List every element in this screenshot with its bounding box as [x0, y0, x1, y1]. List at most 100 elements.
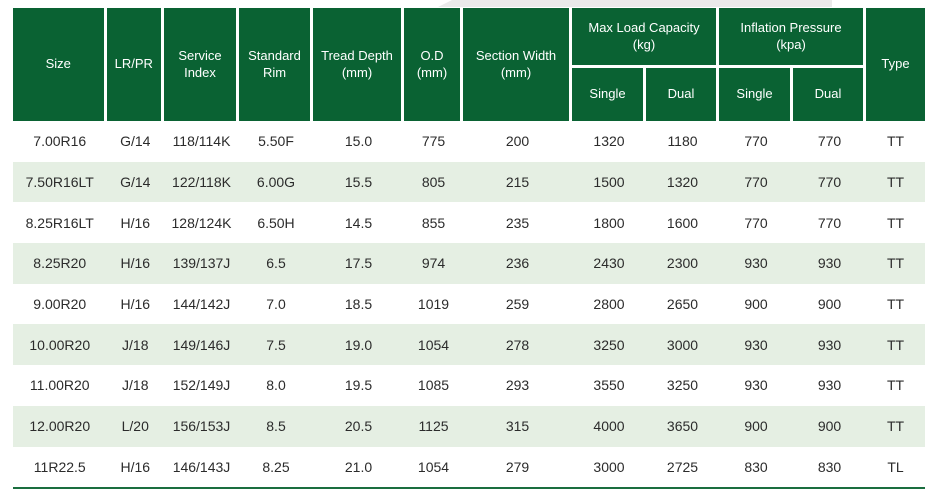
col-header-max-load-dual: Dual — [646, 68, 719, 121]
table-cell: 7.50R16LT — [25, 174, 94, 191]
table-row: 7.00R16 G/14 118/114K 5.50F 15.0 775 200 1320 11… — [13, 121, 925, 162]
table-row: 9.00R20 H/16 144/142J 7.0 18.5 1019 259 2800 265… — [13, 283, 925, 325]
col-header-lr-pr-label: LR/PR — [114, 56, 153, 72]
table-cell: TT — [886, 296, 905, 313]
table-cell: 930 — [744, 377, 768, 394]
table-cell: 770 — [744, 174, 768, 191]
table-cell: 11.00R20 — [29, 377, 90, 394]
table-cell: 1800 — [593, 214, 625, 231]
table-cell: 830 — [817, 458, 842, 475]
col-header-type: Type — [866, 8, 925, 121]
table-cell: H/16 — [120, 458, 151, 475]
table-cell: 900 — [817, 296, 842, 313]
col-header-tread-depth-unit: (mm) — [341, 64, 373, 80]
col-header-inflation-single-label: Single — [736, 86, 773, 102]
table-cell: 7.0 — [266, 296, 286, 313]
table-cell: 1180 — [667, 133, 698, 150]
table-cell: 3250 — [666, 377, 699, 394]
table-cell: 152/149J — [172, 377, 231, 394]
table-cell: 2725 — [666, 458, 699, 475]
col-header-size: Size — [13, 8, 107, 121]
col-header-od: O.D (mm) — [404, 8, 463, 121]
col-header-tread-depth: Tread Depth (mm) — [313, 8, 404, 121]
col-header-max-load-single: Single — [572, 68, 646, 121]
col-header-service-index-label: Service Index — [178, 47, 222, 80]
table-cell: 900 — [744, 418, 768, 435]
col-header-type-label: Type — [881, 56, 910, 72]
table-cell: 278 — [505, 336, 530, 353]
table-cell: TL — [887, 458, 904, 475]
table-cell: 770 — [744, 133, 768, 150]
table-cell: 6.5 — [266, 255, 286, 272]
table-cell: 279 — [505, 458, 530, 475]
table-cell: 2800 — [593, 296, 625, 313]
table-cell: 17.5 — [344, 255, 373, 272]
table-cell: 3000 — [666, 336, 699, 353]
table-cell: 8.25 — [262, 458, 290, 475]
table-cell: 2300 — [666, 255, 699, 272]
table-cell: G/14 — [120, 174, 151, 191]
table-cell: 9.00R20 — [33, 296, 87, 313]
table-cell: TT — [886, 377, 905, 394]
col-header-size-label: Size — [45, 56, 71, 72]
table-cell: 830 — [744, 458, 768, 475]
table-cell: 21.0 — [344, 458, 373, 475]
table-cell: 18.5 — [344, 296, 373, 313]
table-body: 7.00R16 G/14 118/114K 5.50F 15.0 775 200 1320 11… — [13, 121, 925, 488]
table-cell: 7.5 — [266, 336, 286, 353]
col-group-inflation-pressure: Inflation Pressure (kpa) — [719, 8, 866, 68]
table-cell: 12.00R20 — [29, 418, 91, 435]
table-cell: 1320 — [666, 174, 699, 191]
table-cell: 14.5 — [344, 214, 373, 231]
table-cell: 2430 — [593, 255, 625, 272]
table-cell: H/16 — [120, 214, 151, 231]
table-cell: 144/142J — [172, 296, 231, 313]
table-cell: 2650 — [666, 296, 699, 313]
table-cell: 3250 — [593, 336, 625, 353]
col-header-max-load-dual-label: Dual — [667, 86, 695, 102]
table-cell: 15.0 — [344, 133, 373, 150]
col-header-inflation-dual-label: Dual — [814, 86, 842, 102]
col-header-section-width-label: Section Width — [475, 47, 557, 63]
col-group-inflation-label: Inflation Pressure — [740, 19, 842, 35]
table-row: 11.00R20 J/18 152/149J 8.0 19.5 1085 293 3550 32… — [13, 365, 925, 406]
col-header-section-width: Section Width (mm) — [463, 8, 572, 121]
table-cell: H/16 — [120, 255, 151, 272]
table-cell: 139/137J — [172, 255, 231, 272]
table-row: 7.50R16LT G/14 122/118K 6.00G 15.5 805 215 1500… — [13, 161, 925, 203]
table-header: Size LR/PR Service Index Standard Rim Tr… — [13, 8, 925, 121]
col-header-od-unit: (mm) — [416, 64, 448, 80]
table-row: 10.00R20 J/18 149/146J 7.5 19.0 1054 278 3250 30… — [13, 324, 925, 366]
table-cell: TT — [886, 255, 905, 272]
col-header-inflation-single: Single — [719, 68, 793, 121]
table-cell: 1054 — [417, 458, 450, 475]
table-row: 8.25R20 H/16 139/137J 6.5 17.5 974 236 2430 2300… — [13, 243, 925, 284]
table-cell: 770 — [744, 214, 768, 231]
table-cell: 1019 — [417, 296, 450, 313]
table-cell: 236 — [505, 255, 530, 272]
table-cell: 8.5 — [266, 418, 286, 435]
table-cell: 235 — [505, 214, 530, 231]
table-cell: 200 — [505, 133, 530, 150]
table-row: 11R22.5 H/16 146/143J 8.25 21.0 1054 279 3000 27… — [13, 446, 925, 488]
table-row: 12.00R20 L/20 156/153J 8.5 20.5 1125 315 4000 36… — [13, 405, 925, 447]
table-cell: 1500 — [593, 174, 625, 191]
table-cell: 10.00R20 — [29, 336, 91, 353]
table-cell: J/18 — [122, 377, 149, 394]
table-cell: 1320 — [593, 133, 625, 150]
background-decor-strip — [438, 0, 832, 7]
table-cell: 19.5 — [344, 377, 373, 394]
table-cell: 855 — [421, 214, 446, 231]
tire-spec-table: Size LR/PR Service Index Standard Rim Tr… — [13, 8, 925, 490]
table-cell: 930 — [817, 255, 842, 272]
table-cell: TT — [886, 133, 905, 150]
col-group-max-load-capacity: Max Load Capacity (kg) — [572, 8, 719, 68]
table-cell: TT — [886, 418, 905, 435]
col-group-max-load-label: Max Load Capacity — [588, 19, 700, 35]
table-cell: 215 — [505, 174, 530, 191]
table-cell: TT — [886, 336, 905, 353]
table-cell: 149/146J — [172, 336, 231, 353]
col-header-lr-pr: LR/PR — [106, 8, 164, 121]
table-cell: 8.25R20 — [33, 255, 87, 272]
col-group-max-load-unit: (kg) — [632, 36, 656, 52]
